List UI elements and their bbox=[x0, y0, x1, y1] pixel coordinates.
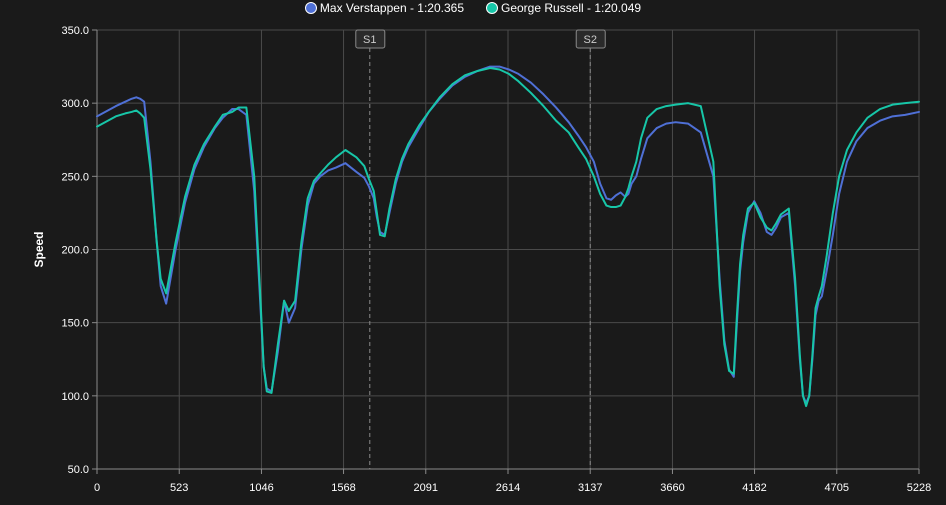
sector-marker-label: S2 bbox=[583, 34, 596, 46]
y-tick-label: 150.0 bbox=[61, 318, 89, 330]
x-tick-label: 2091 bbox=[414, 482, 438, 494]
series-line-russell bbox=[96, 67, 920, 408]
sector-marker-label: S1 bbox=[363, 34, 376, 46]
x-tick-label: 4182 bbox=[742, 482, 766, 494]
x-tick-label: 4705 bbox=[825, 482, 849, 494]
x-tick-label: 3137 bbox=[578, 482, 602, 494]
y-tick-label: 300.0 bbox=[61, 98, 89, 110]
x-tick-label: 1568 bbox=[331, 482, 355, 494]
y-axis-title: Speed bbox=[32, 231, 46, 267]
legend: Max Verstappen - 1:20.365 George Russell… bbox=[0, 0, 946, 16]
x-tick-label: 0 bbox=[94, 482, 100, 494]
x-tick-label: 2614 bbox=[496, 482, 520, 494]
y-tick-label: 200.0 bbox=[61, 245, 89, 257]
legend-swatch-russell bbox=[486, 2, 498, 14]
y-tick-label: 100.0 bbox=[61, 391, 89, 403]
legend-label-verstappen: Max Verstappen - 1:20.365 bbox=[319, 1, 464, 15]
y-tick-label: 350.0 bbox=[61, 25, 89, 37]
legend-label-russell: George Russell - 1:20.049 bbox=[501, 1, 642, 15]
x-tick-label: 523 bbox=[170, 482, 188, 494]
legend-item-verstappen[interactable]: Max Verstappen - 1:20.365 bbox=[304, 1, 464, 15]
x-tick-label: 5228 bbox=[907, 482, 931, 494]
x-tick-label: 1046 bbox=[249, 482, 273, 494]
legend-item-russell[interactable]: George Russell - 1:20.049 bbox=[486, 1, 641, 15]
sector-marker-box bbox=[355, 29, 386, 49]
y-tick-label: 250.0 bbox=[61, 171, 89, 183]
sector-marker-box bbox=[575, 29, 606, 49]
y-tick-label: 50.0 bbox=[68, 464, 89, 476]
legend-swatch-verstappen bbox=[304, 2, 317, 14]
x-tick-label: 3660 bbox=[660, 482, 684, 494]
